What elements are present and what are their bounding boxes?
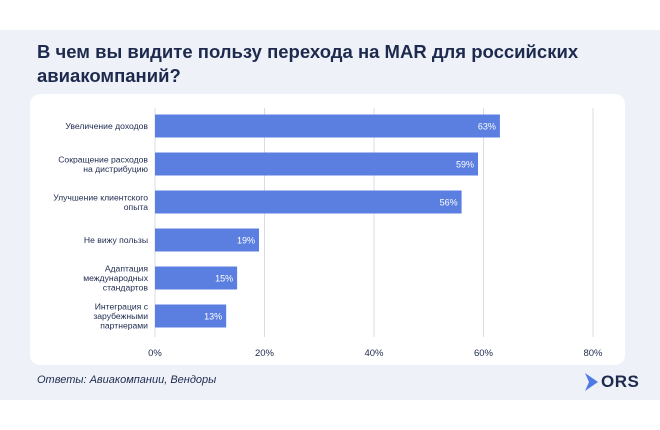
x-tick-label: 80% (583, 348, 603, 359)
category-label: Интеграция с зарубежными партнерами (93, 302, 148, 331)
category-label: Адаптация международных стандартов (83, 264, 148, 293)
x-tick-label: 0% (148, 348, 162, 359)
x-tick-label: 60% (474, 348, 494, 359)
bar (155, 304, 227, 328)
category-label-line: Сокращение расходов (58, 154, 148, 164)
logo-chevron-icon (585, 373, 598, 391)
bar (155, 228, 260, 252)
bar-value-label: 13% (204, 312, 222, 322)
chart-card: 0% 20% 40% 60% 80% 63% Увеличение доходов 59% Со… (30, 94, 625, 365)
category-label-line: Адаптация (105, 264, 149, 274)
category-label-line: зарубежными (93, 311, 148, 321)
bar (155, 152, 479, 176)
bar-chart: 0% 20% 40% 60% 80% 63% Увеличение доходов 59% Со… (53, 108, 603, 359)
category-label: Сокращение расходов на дистрибуцию (58, 154, 148, 174)
category-label: Увеличение доходов (65, 121, 148, 131)
category-label-line: стандартов (103, 283, 149, 293)
category-label-line: партнерами (100, 321, 148, 331)
bar-value-label: 15% (215, 274, 233, 284)
category-label: Не вижу пользы (84, 235, 148, 245)
category-label-line: международных (83, 273, 148, 283)
category-label-line: на дистрибуцию (83, 164, 148, 174)
slide-title: В чем вы видите пользу перехода на MAR д… (37, 41, 579, 86)
category-label-line: Улучшение клиентского (53, 192, 148, 202)
bar-value-label: 59% (456, 160, 474, 170)
bar (155, 190, 462, 214)
x-tick-label: 20% (255, 348, 275, 359)
logo-text: ORS (601, 372, 640, 391)
category-label-line: Не вижу пользы (84, 235, 148, 245)
x-tick-label: 40% (364, 348, 384, 359)
respondents-note: Ответы: Авиакомпании, Вендоры (37, 374, 217, 386)
ors-logo: ORS (582, 369, 650, 395)
bar (155, 114, 500, 138)
category-label-line: Интеграция с (95, 302, 149, 312)
bar-value-label: 56% (440, 198, 458, 208)
bar-value-label: 63% (478, 122, 496, 132)
category-label-line: опыта (124, 202, 148, 212)
bar (155, 266, 238, 290)
bar-value-label: 19% (237, 236, 255, 246)
category-label-line: Увеличение доходов (65, 121, 148, 131)
category-label: Улучшение клиентского опыта (53, 192, 148, 212)
